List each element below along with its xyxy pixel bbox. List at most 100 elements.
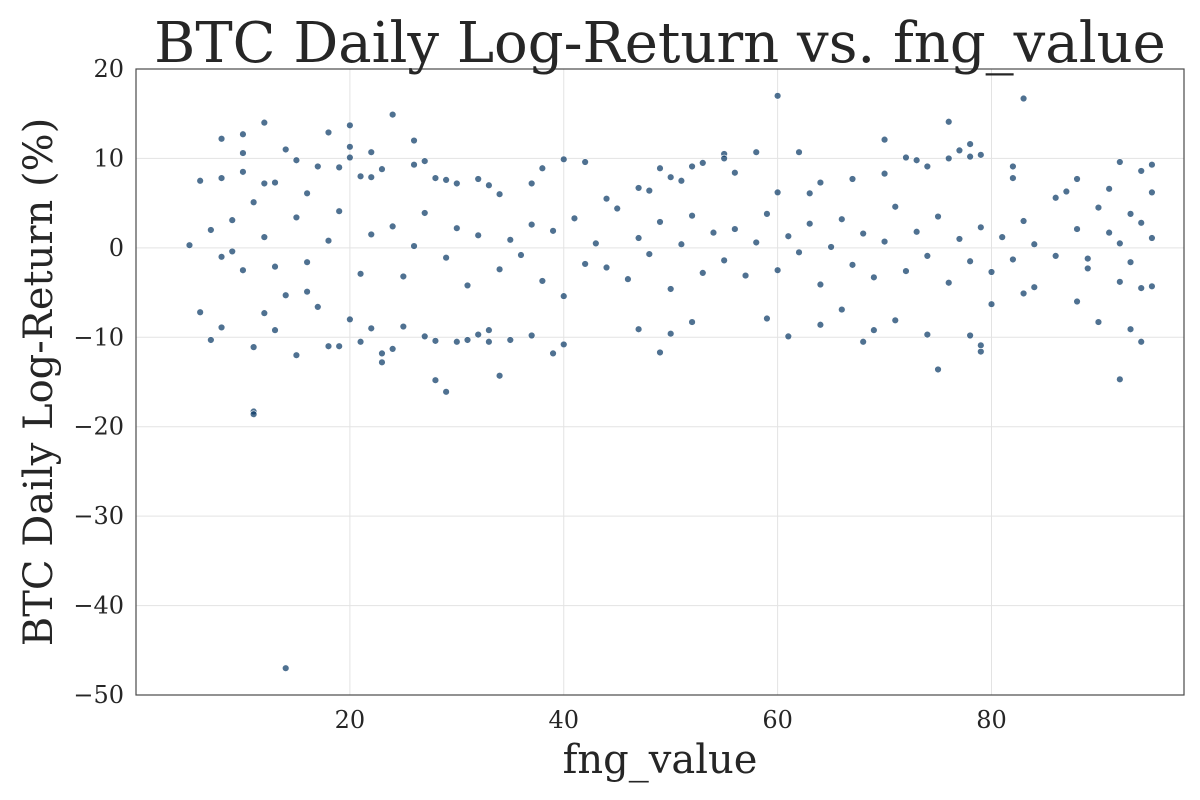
data-point bbox=[324, 342, 333, 350]
data-point bbox=[1148, 282, 1156, 291]
data-point bbox=[602, 194, 611, 203]
data-point bbox=[838, 305, 846, 314]
data-point bbox=[677, 177, 686, 185]
data-point bbox=[239, 149, 247, 157]
data-point bbox=[324, 237, 333, 245]
data-point bbox=[613, 204, 621, 213]
data-point bbox=[378, 349, 386, 358]
data-point bbox=[388, 110, 397, 119]
data-point bbox=[217, 135, 226, 143]
data-point bbox=[902, 153, 910, 162]
data-point bbox=[977, 223, 985, 231]
data-point bbox=[303, 258, 311, 266]
data-point bbox=[923, 330, 932, 339]
data-point bbox=[453, 338, 461, 346]
data-point bbox=[634, 325, 643, 333]
data-point bbox=[282, 145, 290, 154]
data-point bbox=[720, 154, 728, 163]
data-point bbox=[217, 174, 226, 182]
y-tick-label: −20 bbox=[73, 413, 124, 441]
data-point bbox=[410, 160, 418, 169]
data-point bbox=[196, 177, 204, 185]
data-point bbox=[527, 179, 536, 188]
data-point bbox=[1116, 278, 1124, 286]
y-tick-label: 20 bbox=[93, 55, 124, 83]
data-point bbox=[431, 376, 440, 384]
data-point bbox=[1116, 158, 1124, 166]
data-point bbox=[388, 222, 397, 231]
data-point bbox=[1030, 283, 1038, 291]
data-point bbox=[367, 324, 375, 333]
data-point bbox=[335, 207, 343, 215]
data-point bbox=[431, 174, 440, 182]
data-point bbox=[196, 308, 204, 316]
x-tick-label: 60 bbox=[762, 706, 793, 734]
data-point bbox=[752, 148, 760, 156]
data-point bbox=[356, 172, 365, 181]
data-point bbox=[1084, 254, 1092, 263]
data-point bbox=[816, 280, 825, 289]
data-point bbox=[367, 230, 375, 239]
data-point bbox=[1137, 219, 1145, 227]
data-point bbox=[848, 175, 857, 183]
data-point bbox=[282, 291, 290, 299]
data-point bbox=[688, 162, 696, 171]
data-point bbox=[1094, 318, 1103, 326]
data-point bbox=[656, 218, 664, 226]
data-point bbox=[249, 410, 258, 418]
data-point bbox=[784, 232, 793, 240]
data-point bbox=[602, 263, 611, 272]
data-point bbox=[538, 277, 547, 285]
data-point bbox=[303, 287, 311, 296]
data-point bbox=[1126, 258, 1135, 266]
data-point bbox=[1009, 162, 1017, 171]
data-point bbox=[1073, 225, 1081, 233]
data-point bbox=[1105, 185, 1113, 193]
data-point bbox=[1019, 94, 1028, 103]
y-axis-label: BTC Daily Log-Return (%) bbox=[16, 118, 62, 646]
x-tick-label: 20 bbox=[335, 706, 366, 734]
data-point bbox=[773, 266, 782, 274]
data-point bbox=[260, 309, 269, 317]
data-point bbox=[292, 351, 301, 359]
grid bbox=[136, 68, 1184, 696]
data-point bbox=[1009, 255, 1017, 264]
data-point bbox=[271, 262, 279, 271]
data-point bbox=[848, 261, 857, 269]
data-point bbox=[549, 227, 557, 235]
data-point bbox=[421, 332, 429, 341]
data-point bbox=[966, 257, 974, 265]
data-point bbox=[485, 326, 493, 334]
chart-title: BTC Daily Log-Return vs. fng_value bbox=[154, 11, 1166, 76]
data-point bbox=[474, 175, 482, 183]
data-point bbox=[859, 229, 867, 238]
data-point bbox=[560, 155, 568, 164]
data-point bbox=[207, 226, 215, 234]
x-axis-label: fng_value bbox=[563, 737, 758, 783]
data-point bbox=[314, 162, 322, 171]
data-point bbox=[1148, 160, 1156, 169]
data-point bbox=[945, 118, 953, 126]
data-point bbox=[303, 189, 311, 198]
tick-labels: 20 40 60 80 20 10 0 −10 −20 −30 −40 −50 bbox=[73, 55, 1006, 734]
data-point bbox=[346, 143, 354, 151]
y-tick-label: 0 bbox=[109, 234, 124, 262]
data-point bbox=[945, 279, 953, 287]
data-point bbox=[239, 266, 247, 274]
data-point bbox=[891, 316, 899, 324]
data-point bbox=[463, 336, 472, 344]
data-point bbox=[955, 146, 964, 155]
data-point bbox=[1116, 375, 1124, 384]
data-point bbox=[666, 330, 675, 338]
data-point bbox=[581, 158, 589, 166]
data-point bbox=[485, 338, 493, 346]
data-point bbox=[1137, 167, 1145, 175]
data-point bbox=[239, 168, 247, 176]
x-tick-label: 40 bbox=[548, 706, 579, 734]
data-point bbox=[581, 260, 589, 268]
data-point bbox=[538, 164, 547, 172]
data-point bbox=[592, 239, 600, 248]
plot-frame bbox=[135, 68, 1185, 696]
data-point bbox=[239, 130, 247, 138]
data-point bbox=[656, 348, 664, 357]
